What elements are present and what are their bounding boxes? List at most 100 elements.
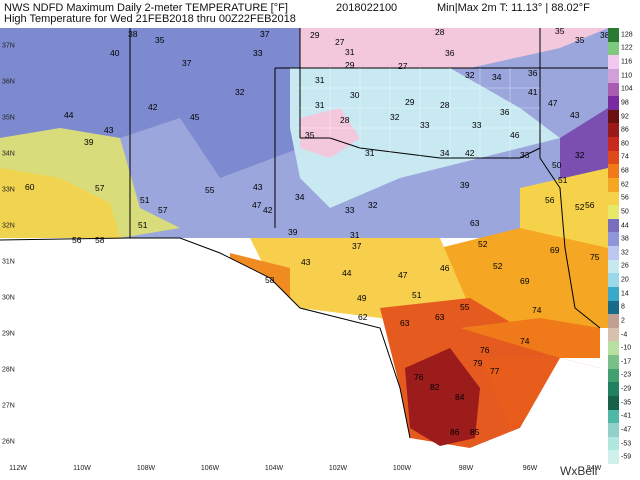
temperature-label: 45 — [190, 112, 200, 122]
legend-color-swatch — [608, 314, 619, 329]
temperature-label: 63 — [400, 318, 410, 328]
temperature-label: 28 — [440, 100, 450, 110]
temperature-label: 75 — [590, 252, 600, 262]
legend-label: 116 — [621, 58, 633, 66]
temperature-label: 28 — [435, 28, 445, 37]
legend-label: 68 — [621, 167, 629, 175]
legend-label: 98 — [621, 99, 629, 107]
temperature-label: 44 — [64, 110, 74, 120]
legend-label: -41 — [621, 412, 632, 420]
temperature-label: 39 — [460, 180, 470, 190]
temperature-label: 36 — [528, 68, 538, 78]
legend-label: 44 — [621, 222, 629, 230]
legend-color-swatch — [608, 41, 619, 56]
legend-color-swatch — [608, 423, 619, 438]
legend-color-swatch — [608, 382, 619, 397]
temperature-label: 34 — [440, 148, 450, 158]
longitude-tick-label: 106W — [200, 465, 220, 472]
legend-color-swatch — [608, 109, 619, 124]
temperature-label: 74 — [520, 336, 530, 346]
temperature-label: 43 — [104, 125, 114, 135]
temperature-label: 52 — [493, 261, 503, 271]
temperature-label: 42 — [465, 148, 475, 158]
legend-label: 92 — [621, 113, 629, 121]
longitude-tick-label: 108W — [136, 465, 156, 472]
longitude-tick-label: 100W — [392, 465, 412, 472]
temperature-label: 28 — [340, 115, 350, 125]
temperature-label: 33 — [420, 120, 430, 130]
temperature-label: 51 — [140, 195, 150, 205]
temperature-label: 50 — [552, 160, 562, 170]
temperature-label: 29 — [345, 60, 355, 70]
legend-label: 32 — [621, 249, 629, 257]
temperature-label: 27 — [398, 61, 408, 71]
temperature-label: 35 — [575, 35, 585, 45]
temperature-label: 36 — [500, 107, 510, 117]
temperature-label: 44 — [342, 268, 352, 278]
legend-color-swatch — [608, 436, 619, 451]
legend-color-swatch — [608, 205, 619, 220]
temperature-label: 52 — [575, 202, 585, 212]
legend-color-swatch — [608, 355, 619, 369]
temperature-label: 42 — [148, 102, 158, 112]
color-legend: 128 122 116 110 104 98 92 86 80 74 68 62 56 50 44 38 32 2… — [608, 28, 640, 465]
min-max-stats: Min|Max 2m T: 11.13° | 88.02°F — [437, 2, 590, 14]
county-lines — [300, 68, 540, 158]
temperature-label: 46 — [510, 130, 520, 140]
temperature-label: 34 — [295, 192, 305, 202]
temperature-label: 62 — [358, 312, 368, 322]
legend-label: 104 — [621, 85, 633, 93]
temperature-label: 39 — [84, 137, 94, 147]
longitude-axis: 112W 110W 108W 106W 104W 102W 100W 98W 96W 94W — [0, 464, 608, 480]
temperature-label: 33 — [345, 205, 355, 215]
temperature-label: 37 — [260, 29, 270, 39]
legend-label: -10 — [621, 344, 632, 352]
legend-label: -53 — [621, 440, 632, 448]
legend-label: -35 — [621, 399, 632, 407]
legend-label: -17 — [621, 358, 632, 366]
temperature-label: 69 — [520, 276, 530, 286]
temperature-label: 47 — [252, 200, 262, 210]
temperature-label: 43 — [301, 257, 311, 267]
legend-color-swatch — [608, 82, 619, 97]
temperature-label: 63 — [470, 218, 480, 228]
legend-color-swatch — [608, 246, 619, 260]
temperature-label: 84 — [455, 392, 465, 402]
longitude-tick-label: 110W — [73, 465, 91, 472]
legend-color-swatch — [608, 164, 619, 179]
temperature-label: 79 — [473, 358, 483, 368]
temperature-label: 32 — [235, 87, 245, 97]
map-subtitle: High Temperature for Wed 21FEB2018 thru … — [4, 13, 296, 25]
legend-color-swatch — [608, 150, 619, 165]
temperature-label: 31 — [315, 100, 325, 110]
longitude-tick-label: 96W — [522, 465, 538, 472]
legend-color-swatch — [608, 177, 619, 192]
legend-color-swatch — [608, 28, 619, 42]
temperature-label: 36 — [445, 48, 455, 58]
legend-label: 50 — [621, 208, 629, 216]
temperature-label: 34 — [492, 72, 502, 82]
legend-label: -59 — [621, 453, 632, 461]
temperature-label: 55 — [460, 302, 470, 312]
legend-color-swatch — [608, 286, 619, 301]
run-date: 2018022100 — [336, 2, 398, 14]
temperature-label: 29 — [405, 97, 415, 107]
temperature-label: 57 — [158, 205, 168, 215]
temperature-label: 47 — [398, 270, 408, 280]
temperature-label: 69 — [550, 245, 560, 255]
legend-label: 2 — [621, 317, 625, 325]
legend-color-swatch — [608, 259, 619, 274]
temperature-label: 52 — [478, 239, 488, 249]
temperature-label: 38 — [600, 30, 608, 40]
temperature-label: 38 — [128, 29, 138, 39]
legend-label: 128 — [621, 31, 633, 39]
temperature-label: 47 — [548, 98, 558, 108]
temperature-label: 51 — [558, 175, 568, 185]
legend-label: 86 — [621, 126, 629, 134]
temperature-label: 31 — [350, 230, 360, 240]
temperature-label: 76 — [414, 372, 424, 382]
temperature-label: 29 — [310, 30, 320, 40]
legend-label: -4 — [621, 331, 628, 339]
legend-color-swatch — [608, 68, 619, 83]
legend-label: 14 — [621, 290, 629, 298]
